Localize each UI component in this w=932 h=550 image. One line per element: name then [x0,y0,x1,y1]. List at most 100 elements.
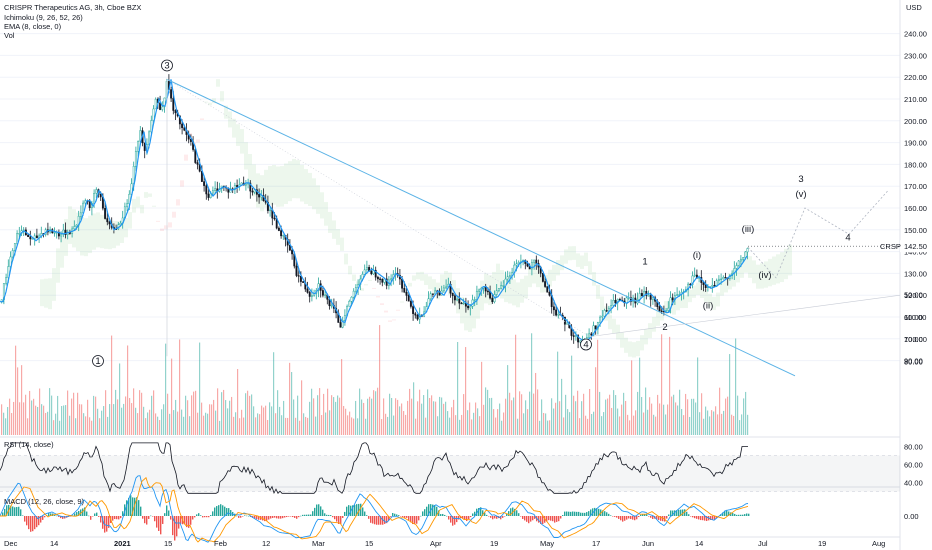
macd-legend[interactable]: MACD (12, 26, close, 9) [4,497,85,506]
cloud-segment [672,301,676,315]
macd-histogram-bar [166,505,168,516]
candle-body [592,325,595,336]
candle-body [475,291,478,300]
macd-histogram-bar [516,510,518,516]
macd-histogram-bar [636,516,638,520]
cloud-segment [464,302,468,331]
volume-bar [381,419,383,435]
macd-histogram-bar [124,504,126,516]
volume-bar [513,397,515,435]
macd-histogram-bar [398,515,400,516]
macd-histogram-bar [302,514,304,516]
macd-histogram-bar [526,516,528,522]
macd-histogram-bar [338,516,340,525]
volume-bar [139,390,141,435]
time-tick-label: Jul [758,539,768,548]
cloud-segment [676,297,680,311]
macd-histogram-bar [380,516,382,525]
volume-bar [441,397,443,435]
macd-histogram-bar [372,516,374,524]
ema-legend[interactable]: EMA (8, close, 0) [4,22,62,31]
cloud-segment [316,185,320,214]
candle-body [60,234,63,237]
macd-histogram-bar [276,516,278,519]
time-tick-label: Apr [430,539,442,548]
wave-label: 3 [798,174,803,185]
macd-histogram-bar [288,516,290,517]
volume-bar [305,416,307,435]
volume-bar [57,395,59,435]
macd-histogram-bar [158,516,160,531]
macd-histogram-bar [32,516,34,532]
volume-bar [661,334,663,435]
macd-histogram-bar [102,516,104,529]
volume-bar [635,410,637,435]
macd-histogram-bar [330,515,332,516]
volume-bar [673,394,675,435]
candle-body [163,97,166,108]
candle-body [273,217,276,220]
volume-bar [699,412,701,435]
macd-histogram-bar [292,516,294,518]
volume-bar [647,409,649,435]
volume-bar [35,405,37,435]
volume-bar [129,397,131,435]
volume-bar [207,413,209,435]
macd-histogram-bar [132,497,134,516]
macd-histogram-bar [668,514,670,516]
volume-bar [669,336,671,435]
cloud-segment [616,324,620,340]
macd-histogram-bar [216,506,218,516]
macd-histogram-bar [606,512,608,516]
rsi-legend[interactable]: RSI (14, close) [4,440,54,449]
cloud-segment [524,275,528,299]
volume-bar [559,401,561,435]
cloud-segment [76,212,80,252]
cloud-segment [120,220,124,243]
volume-bar [711,410,713,435]
macd-histogram-bar [148,516,150,519]
macd-histogram-bar [698,516,700,520]
ichimoku-legend[interactable]: Ichimoku (9, 26, 52, 26) [4,13,83,22]
macd-histogram-bar [296,516,298,519]
volume-bar [623,392,625,435]
cloud-segment [144,192,148,198]
cloud-segment [408,282,412,287]
volume-bar [175,399,177,435]
volume-bar [275,413,277,435]
wave-projection [747,190,889,279]
symbol-title[interactable]: CRISPR Therapeutics AG, 3h, Cboe BZX [4,3,142,12]
volume-bar [715,406,717,435]
symbol-tag: CRSP [880,242,901,251]
volume-bar [587,418,589,435]
cloud-segment [532,262,536,284]
volume-bar [231,396,233,435]
candle-body [453,295,456,301]
volume-bar [415,418,417,435]
cloud-segment [200,118,204,120]
cloud-segment [528,265,532,288]
time-axis[interactable]: Dec 14 2021 15 Feb 12 Mar 15 Apr 19 May 17 Jun 14 Jul 1… [4,539,885,548]
volume-bar [413,382,415,435]
macd-histogram-bar [270,516,272,519]
cloud-segment [132,198,136,213]
volume-bar [577,390,579,435]
volume-bar [95,396,97,435]
volume-bar [649,397,651,435]
volume-bar [641,397,643,435]
volume-bar [269,402,271,435]
volume-legend[interactable]: Vol [4,31,15,40]
macd-signal-line [0,476,749,543]
macd-histogram-bar [572,511,574,516]
candle-body [530,262,533,270]
macd-histogram-bar [518,513,520,516]
macd-histogram-bar [340,516,342,525]
volume-bar [93,395,95,435]
volume-bar [701,393,703,435]
price-axis[interactable]: USD 240.00 230.00 220.00 210.00 200.00 190.00 1… [880,3,932,521]
macd-histogram-bar [538,516,540,523]
volume-bar [47,411,49,435]
candle-body [693,274,696,277]
drawings[interactable] [166,78,901,377]
